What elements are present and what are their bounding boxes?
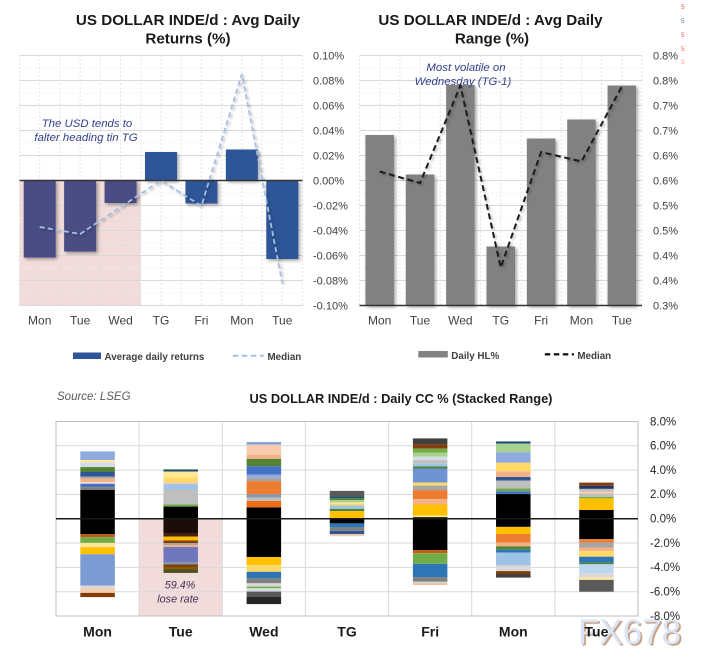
svg-text:-0.04%: -0.04% <box>313 226 348 238</box>
svg-text:-4.0%: -4.0% <box>650 562 680 574</box>
svg-text:6.0%: 6.0% <box>650 441 676 453</box>
svg-text:0.4%: 0.4% <box>653 251 678 263</box>
svg-text:Mon: Mon <box>28 314 51 328</box>
svg-text:5: 5 <box>681 59 685 66</box>
svg-text:TG: TG <box>337 624 357 640</box>
svg-text:59.4%: 59.4% <box>165 580 196 592</box>
svg-text:Returns (%): Returns (%) <box>145 31 230 48</box>
svg-text:Wednesday (TG-1): Wednesday (TG-1) <box>415 76 512 88</box>
svg-text:US DOLLAR INDE/d : Avg Daily: US DOLLAR INDE/d : Avg Daily <box>76 12 301 29</box>
svg-text:0.08%: 0.08% <box>313 76 344 88</box>
svg-text:Tue: Tue <box>272 314 293 328</box>
svg-text:TG: TG <box>153 314 170 328</box>
svg-text:Tue: Tue <box>585 624 609 640</box>
svg-text:FX678: FX678 <box>580 615 683 654</box>
svg-text:Fri: Fri <box>421 624 439 640</box>
svg-text:Mon: Mon <box>230 314 253 328</box>
svg-text:0.6%: 0.6% <box>653 151 678 163</box>
svg-text:lose rate: lose rate <box>157 594 198 606</box>
svg-text:4.0%: 4.0% <box>650 465 676 477</box>
svg-text:0.5%: 0.5% <box>653 201 678 213</box>
svg-text:0.6%: 0.6% <box>653 176 678 188</box>
svg-text:0.8%: 0.8% <box>653 76 678 88</box>
svg-text:TG: TG <box>492 314 509 328</box>
svg-text:8.0%: 8.0% <box>650 416 676 428</box>
svg-text:0.8%: 0.8% <box>653 51 678 63</box>
svg-text:Tue: Tue <box>410 314 431 328</box>
svg-text:0.5%: 0.5% <box>653 226 678 238</box>
svg-text:Tue: Tue <box>612 314 633 328</box>
svg-text:Wed: Wed <box>249 624 278 640</box>
svg-text:US DOLLAR INDE/d : Daily CC %: US DOLLAR INDE/d : Daily CC % (Stacked R… <box>250 391 553 406</box>
svg-text:Average daily returns: Average daily returns <box>105 352 205 363</box>
svg-text:-8.0%: -8.0% <box>650 611 680 623</box>
svg-text:Daily HL%: Daily HL% <box>451 351 499 362</box>
svg-text:0.06%: 0.06% <box>313 101 344 113</box>
svg-text:5: 5 <box>681 18 685 25</box>
svg-text:falter heading tin TG: falter heading tin TG <box>34 132 137 144</box>
svg-text:-0.08%: -0.08% <box>313 276 348 288</box>
svg-text:Mon: Mon <box>83 624 112 640</box>
svg-text:0.3%: 0.3% <box>653 301 678 313</box>
svg-text:-0.10%: -0.10% <box>313 301 348 313</box>
svg-text:-6.0%: -6.0% <box>650 586 680 598</box>
svg-text:Wed: Wed <box>448 314 472 328</box>
svg-text:0.00%: 0.00% <box>313 176 344 188</box>
svg-text:5: 5 <box>681 46 685 53</box>
svg-text:Wed: Wed <box>108 314 132 328</box>
svg-text:Tue: Tue <box>169 624 193 640</box>
svg-text:Median: Median <box>268 352 302 363</box>
svg-text:Fri: Fri <box>194 314 208 328</box>
svg-text:2.0%: 2.0% <box>650 489 676 501</box>
svg-text:Mon: Mon <box>570 314 593 328</box>
svg-text:Range (%): Range (%) <box>455 31 529 48</box>
svg-text:0.4%: 0.4% <box>653 276 678 288</box>
svg-text:Mon: Mon <box>499 624 528 640</box>
svg-text:The USD tends to: The USD tends to <box>42 118 133 130</box>
svg-text:Fri: Fri <box>534 314 548 328</box>
svg-text:Tue: Tue <box>70 314 91 328</box>
svg-text:-0.06%: -0.06% <box>313 251 348 263</box>
svg-text:-0.02%: -0.02% <box>313 201 348 213</box>
svg-text:0.04%: 0.04% <box>313 126 344 138</box>
svg-text:0.0%: 0.0% <box>650 514 676 526</box>
svg-text:0.10%: 0.10% <box>313 51 344 63</box>
svg-text:5: 5 <box>681 32 685 39</box>
svg-text:US DOLLAR INDE/d : Avg Daily: US DOLLAR INDE/d : Avg Daily <box>378 12 603 29</box>
svg-text:5: 5 <box>681 4 685 11</box>
svg-text:Source: LSEG: Source: LSEG <box>57 391 131 403</box>
svg-text:Median: Median <box>577 351 611 362</box>
svg-text:0.7%: 0.7% <box>653 126 678 138</box>
svg-text:-2.0%: -2.0% <box>650 538 680 550</box>
svg-text:FX678: FX678 <box>578 613 681 652</box>
svg-text:Most volatile on: Most volatile on <box>426 62 505 74</box>
svg-text:Mon: Mon <box>368 314 391 328</box>
svg-text:0.02%: 0.02% <box>313 151 344 163</box>
svg-text:0.7%: 0.7% <box>653 101 678 113</box>
